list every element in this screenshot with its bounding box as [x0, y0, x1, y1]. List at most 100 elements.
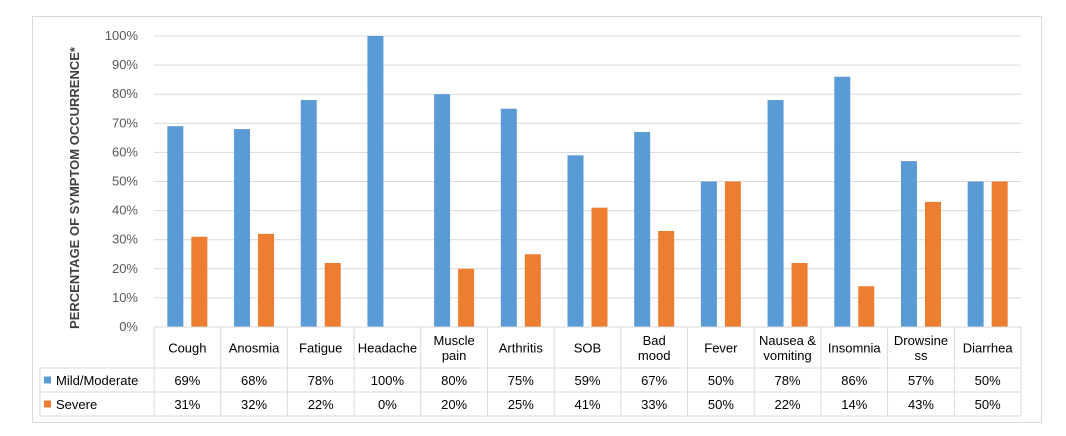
- category-label-line: Bad: [643, 333, 666, 348]
- legend-swatch: [44, 400, 51, 408]
- table-value: 22%: [308, 397, 334, 412]
- category-label-line: pain: [442, 348, 467, 363]
- category-label: Fever: [704, 341, 738, 356]
- table-value: 57%: [908, 373, 934, 388]
- table-value: 20%: [441, 397, 467, 412]
- category-label-line: Headache: [358, 341, 417, 356]
- bar-severe: [458, 268, 475, 327]
- bar-mild-moderate: [167, 126, 184, 328]
- bar-mild-moderate: [834, 76, 851, 328]
- y-tick-label: 40%: [112, 203, 138, 218]
- table-value: 69%: [174, 373, 200, 388]
- bar-mild-moderate: [500, 108, 517, 327]
- bar-severe: [524, 254, 541, 327]
- table-value: 100%: [371, 373, 405, 388]
- y-tick-label: 20%: [112, 261, 138, 276]
- category-label-line: Muscle: [434, 333, 475, 348]
- table-value: 80%: [441, 373, 467, 388]
- category-label-line: mood: [638, 348, 671, 363]
- y-tick-label: 60%: [112, 144, 138, 159]
- bar-mild-moderate: [967, 181, 984, 327]
- legend-label: Mild/Moderate: [56, 373, 138, 388]
- category-label: Nausea & vomiting: [759, 333, 816, 363]
- category-label: Headache: [358, 341, 417, 356]
- table-value: 78%: [775, 373, 801, 388]
- table-value: 50%: [975, 373, 1001, 388]
- bar-mild-moderate: [634, 132, 651, 327]
- table-value: 50%: [708, 373, 734, 388]
- table-value: 67%: [641, 373, 667, 388]
- bar-mild-moderate: [767, 100, 784, 328]
- legend-swatch: [44, 376, 51, 384]
- y-tick-label: 90%: [112, 57, 138, 72]
- bar-mild-moderate: [567, 155, 584, 327]
- table-value: 50%: [708, 397, 734, 412]
- y-tick-label: 100%: [105, 28, 139, 43]
- y-tick-label: 0%: [119, 319, 138, 334]
- category-label: Drowsine ss: [894, 333, 948, 363]
- table-value: 32%: [241, 397, 267, 412]
- table-value: 31%: [174, 397, 200, 412]
- category-label-line: vomiting: [763, 348, 811, 363]
- table-value: 75%: [508, 373, 534, 388]
- category-label-line: Arthritis: [499, 341, 544, 356]
- table-value: 0%: [378, 397, 397, 412]
- category-label-line: Fatigue: [299, 341, 342, 356]
- bar-severe: [991, 181, 1008, 327]
- bar-mild-moderate: [900, 161, 917, 327]
- legend-label: Severe: [56, 397, 97, 412]
- bar-severe: [658, 230, 675, 327]
- y-tick-label: 50%: [112, 174, 138, 189]
- table-value: 86%: [841, 373, 867, 388]
- bar-severe: [791, 262, 808, 327]
- category-label-line: Nausea &: [759, 333, 816, 348]
- category-label: Insomnia: [828, 341, 882, 356]
- category-label: Muscle pain: [434, 333, 475, 363]
- category-label-line: Insomnia: [828, 341, 882, 356]
- table-value: 68%: [241, 373, 267, 388]
- table-value: 14%: [841, 397, 867, 412]
- table-value: 41%: [574, 397, 600, 412]
- y-tick-label: 70%: [112, 115, 138, 130]
- category-label: Arthritis: [499, 341, 544, 356]
- chart-frame: [32, 16, 1042, 423]
- bar-mild-moderate: [434, 94, 451, 327]
- y-axis-ticks: 0% 10% 20% 30% 40% 50% 60% 70% 80% 90% 100%: [105, 28, 139, 334]
- table-value: 33%: [641, 397, 667, 412]
- data-table: Cough Anosmia Fatigue Headache Muscle pain Art…: [39, 326, 1022, 417]
- y-tick-label: 80%: [112, 86, 138, 101]
- bar-severe: [591, 207, 608, 327]
- category-label-line: SOB: [574, 341, 601, 356]
- y-tick-label: 30%: [112, 232, 138, 247]
- bar-mild-moderate: [700, 181, 717, 327]
- y-tick-label: 10%: [112, 290, 138, 305]
- bar-severe: [258, 233, 275, 327]
- category-label: Cough: [168, 341, 206, 356]
- bar-severe: [324, 262, 341, 327]
- category-label-line: Drowsine: [894, 333, 948, 348]
- y-axis-label: PERCENTAGE OF SYMPTOM OCCURRENCE*: [67, 46, 82, 329]
- table-value: 78%: [308, 373, 334, 388]
- bar-severe: [724, 181, 741, 327]
- category-label-line: Cough: [168, 341, 206, 356]
- table-value: 43%: [908, 397, 934, 412]
- category-label-line: Anosmia: [229, 341, 280, 356]
- gridlines: [154, 35, 1021, 328]
- category-label: SOB: [574, 341, 601, 356]
- bar-severe: [858, 286, 875, 327]
- bar-severe: [924, 201, 941, 327]
- table-value: 59%: [574, 373, 600, 388]
- bar-mild-moderate: [234, 129, 251, 327]
- bar-mild-moderate: [300, 100, 317, 328]
- bar-mild-moderate: [367, 36, 384, 327]
- table-value: 22%: [775, 397, 801, 412]
- category-label-line: Fever: [704, 341, 738, 356]
- category-label: Anosmia: [229, 341, 280, 356]
- category-label: Diarrhea: [963, 341, 1014, 356]
- table-value: 25%: [508, 397, 534, 412]
- bar-severe: [191, 236, 208, 327]
- category-label: Bad mood: [638, 333, 671, 363]
- bars: [167, 36, 1008, 328]
- category-label-line: ss: [914, 348, 928, 363]
